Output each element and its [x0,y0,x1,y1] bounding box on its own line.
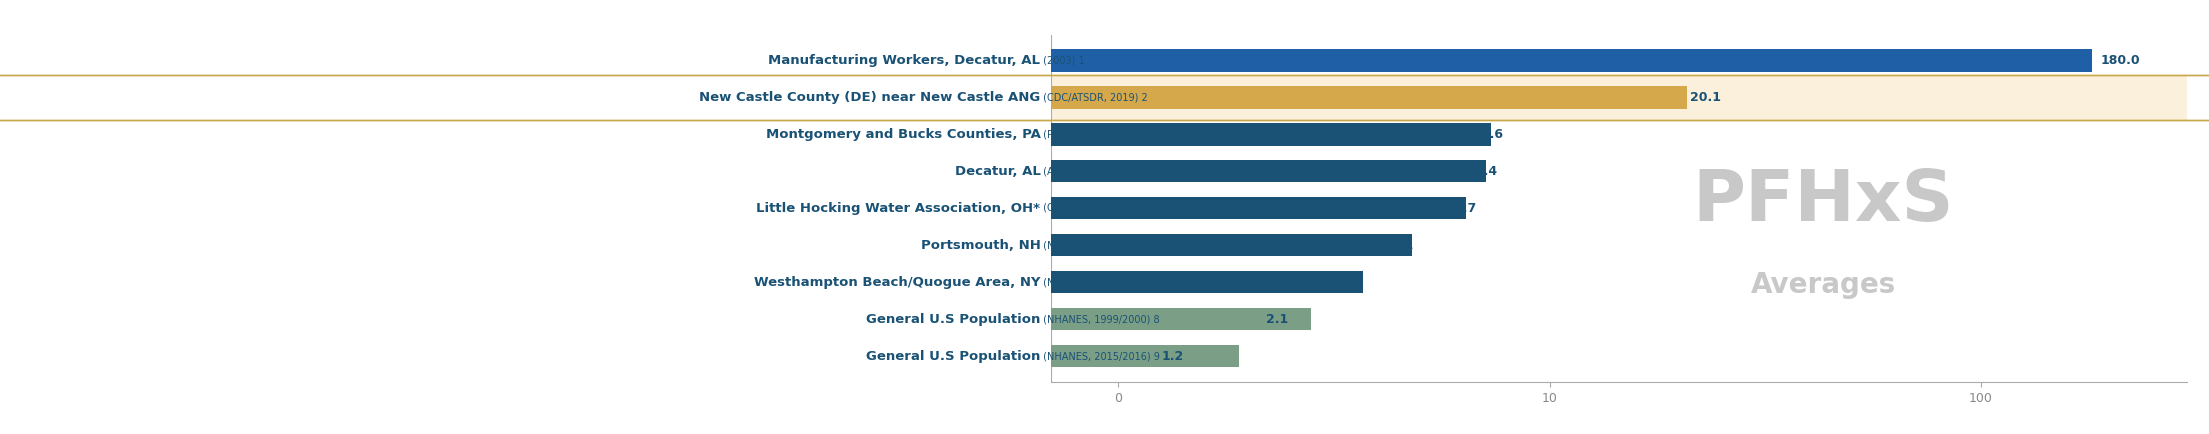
Text: (NYDOH, 2018) 7: (NYDOH, 2018) 7 [1040,277,1127,287]
Text: 2.1: 2.1 [1266,312,1288,326]
Text: 20.1: 20.1 [1690,91,1721,104]
Text: (C8 Health Project, 2005/2006) 5: (C8 Health Project, 2005/2006) 5 [1040,203,1204,214]
Text: (NHANES, 1999/2000) 8: (NHANES, 1999/2000) 8 [1040,314,1160,324]
Text: Averages: Averages [1752,271,1895,299]
Text: General U.S Population: General U.S Population [866,349,1040,362]
Text: 3.0: 3.0 [1334,276,1356,289]
Text: (NHANES, 2015/2016) 9: (NHANES, 2015/2016) 9 [1040,351,1160,361]
Text: New Castle County (DE) near New Castle ANG: New Castle County (DE) near New Castle A… [700,91,1040,104]
Text: PFHxS: PFHxS [1692,167,1955,236]
Bar [1051,160,1484,182]
Bar [1051,49,2092,72]
Text: 4.1: 4.1 [1392,239,1414,252]
Bar [1051,76,2187,120]
Text: (CDC/ATSDR, 2019) 2: (CDC/ATSDR, 2019) 2 [1040,92,1149,102]
Text: 1.2: 1.2 [1162,349,1184,362]
Bar [1051,86,1688,108]
Text: Little Hocking Water Association, OH*: Little Hocking Water Association, OH* [755,202,1040,215]
Text: Montgomery and Bucks Counties, PA: Montgomery and Bucks Counties, PA [767,128,1040,141]
Text: Manufacturing Workers, Decatur, AL: Manufacturing Workers, Decatur, AL [769,54,1040,67]
Text: (2003) 1: (2003) 1 [1040,56,1085,66]
Text: 6.4: 6.4 [1476,165,1498,178]
Text: Portsmouth, NH: Portsmouth, NH [921,239,1040,252]
Text: (ATSDR, 2010) 4: (ATSDR, 2010) 4 [1040,166,1124,176]
Bar [1051,123,1491,145]
Text: Decatur, AL: Decatur, AL [954,165,1040,178]
Text: General U.S Population: General U.S Population [866,312,1040,326]
Bar [1051,234,1412,256]
Bar [1051,345,1239,367]
Bar [1051,271,1363,293]
Text: (PA DOH, 2018) 3: (PA DOH, 2018) 3 [1040,129,1129,139]
Text: 6.6: 6.6 [1480,128,1502,141]
Text: (NH DHHS, 2015) 6: (NH DHHS, 2015) 6 [1040,240,1138,250]
Bar [1051,308,1312,330]
Bar [1051,197,1467,220]
Text: 180.0: 180.0 [2101,54,2141,67]
Text: 5.7: 5.7 [1454,202,1476,215]
Text: Westhampton Beach/Quogue Area, NY: Westhampton Beach/Quogue Area, NY [753,276,1040,289]
